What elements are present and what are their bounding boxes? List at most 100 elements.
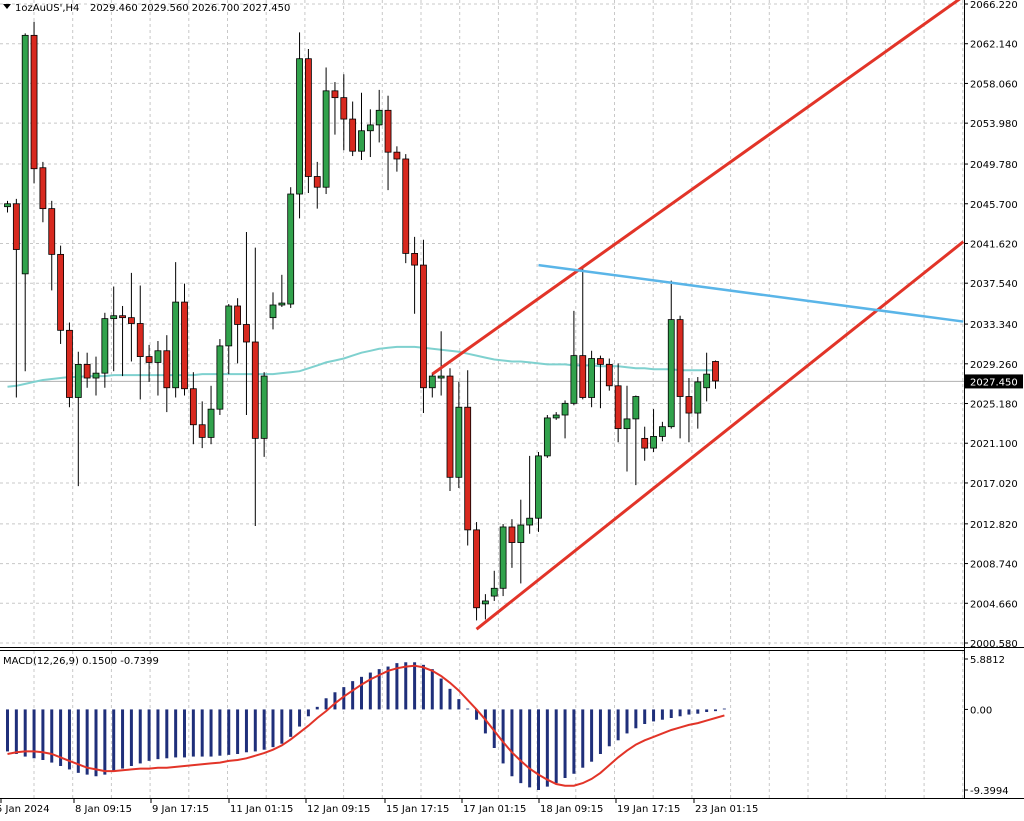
candle-body	[375, 109, 383, 126]
candle-body	[597, 358, 604, 365]
candle	[570, 310, 578, 406]
time-tick-label: 19 Jan 17:15	[617, 804, 680, 815]
price-tick-label: 2041.620	[970, 239, 1018, 250]
candle-body	[411, 253, 419, 266]
candle	[499, 524, 507, 597]
candle-body	[605, 363, 613, 387]
candle-body	[39, 167, 47, 210]
candle	[304, 48, 312, 194]
macd-axis[interactable]: 5.8812 0.00 -9.3994	[964, 655, 1009, 797]
candle	[685, 378, 693, 443]
candle	[251, 247, 259, 526]
candle	[358, 92, 365, 160]
candle-body	[243, 324, 250, 343]
candle	[676, 315, 684, 439]
candle-body	[181, 301, 188, 390]
time-tick-label: 9 Jan 17:15	[152, 804, 209, 815]
candle-body	[552, 414, 560, 419]
candle	[517, 499, 525, 584]
candle	[650, 409, 657, 453]
candle	[269, 292, 277, 330]
candle-body	[535, 455, 542, 519]
candle	[92, 356, 100, 396]
symbol-title: 1ozAuUS',H4	[15, 3, 79, 14]
candle	[428, 373, 436, 398]
candle	[543, 415, 551, 458]
candle-body	[543, 417, 551, 457]
candle	[4, 200, 11, 213]
candle	[366, 109, 374, 158]
candle-body	[207, 408, 215, 438]
candle	[278, 274, 286, 307]
candle	[632, 395, 640, 486]
candle	[243, 231, 250, 416]
candle-body	[304, 58, 312, 177]
candle-body	[331, 90, 339, 99]
candle-body	[198, 424, 206, 438]
candle	[287, 187, 295, 308]
macd-signal-line	[7, 664, 725, 787]
candle-body	[48, 208, 56, 255]
macd-tick-label: 0.00	[970, 705, 992, 716]
candle-body	[366, 124, 374, 132]
resistance-trendline[interactable]	[538, 263, 964, 323]
candle	[66, 322, 73, 408]
macd-tick-label: 5.8812	[970, 655, 1005, 666]
candle-body	[349, 118, 357, 152]
candle	[260, 372, 268, 457]
candle	[207, 385, 215, 445]
candle-body	[313, 176, 321, 188]
channel-trendline[interactable]	[431, 0, 963, 376]
candle	[667, 280, 675, 429]
candle	[21, 33, 29, 372]
candle-body	[659, 426, 666, 437]
candle-body	[632, 396, 640, 420]
candle	[464, 370, 472, 546]
candle	[641, 426, 649, 461]
candle-body	[508, 526, 516, 543]
candle-body	[623, 418, 631, 430]
candle-body	[428, 375, 436, 389]
candle	[12, 198, 20, 398]
candle-body	[358, 130, 365, 152]
candle-body	[437, 375, 445, 379]
candle	[508, 519, 516, 568]
price-tick-label: 2058.060	[970, 79, 1018, 90]
candle-body	[641, 437, 649, 449]
candle-body	[66, 329, 73, 398]
candlestick-series	[4, 21, 719, 621]
macd-grid	[33, 651, 964, 798]
macd-title: MACD(12,26,9) 0.1500 -0.7399	[3, 656, 159, 667]
candle	[57, 245, 64, 344]
candle-body	[145, 356, 153, 363]
candle-body	[21, 34, 29, 275]
channel-trendline[interactable]	[475, 240, 965, 631]
price-tick-label: 2017.020	[970, 479, 1018, 490]
candle-body	[667, 319, 675, 428]
candle-body	[340, 97, 348, 120]
time-axis[interactable]: 5 Jan 2024 8 Jan 09:15 9 Jan 17:15 11 Jan 0…	[0, 798, 758, 815]
candle	[535, 452, 542, 532]
candle	[375, 89, 383, 143]
candle	[39, 161, 47, 223]
candle	[712, 360, 719, 389]
symbol-dropdown-icon[interactable]	[3, 4, 11, 9]
price-axis[interactable]: 2066.220 2062.140 2058.060 2053.980 2049.780…	[964, 0, 1018, 650]
candle	[110, 286, 118, 372]
candle	[154, 341, 162, 396]
candle	[225, 304, 233, 375]
candle-body	[685, 396, 693, 414]
candle	[526, 455, 534, 534]
candle	[437, 331, 445, 396]
candle	[481, 594, 489, 620]
candle	[189, 372, 197, 445]
candle	[384, 95, 392, 191]
candle-body	[676, 319, 684, 397]
time-tick-label: 17 Jan 01:15	[463, 804, 526, 815]
candle-body	[136, 323, 144, 357]
trendline-drawings[interactable]	[431, 0, 965, 631]
candle	[145, 344, 153, 382]
candle-body	[74, 363, 82, 398]
candle-body	[234, 305, 242, 325]
